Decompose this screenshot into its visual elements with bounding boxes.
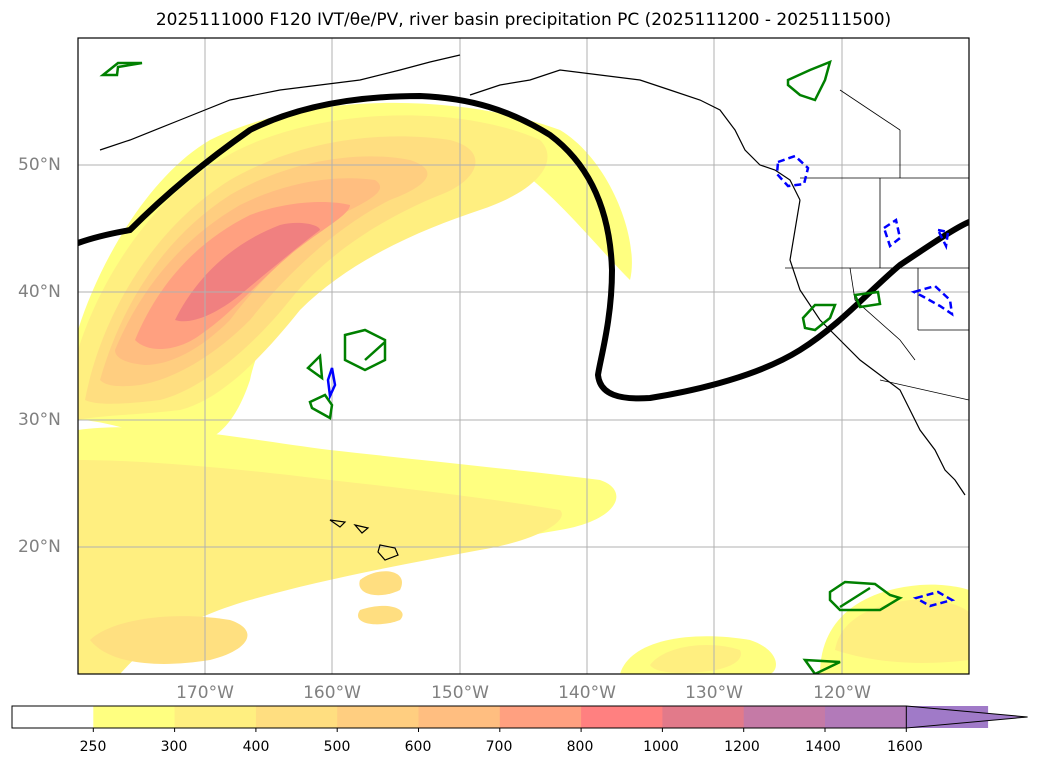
colorbar-segment [581,706,663,728]
colorbar-tick-label: 800 [566,739,594,755]
colorbar-segment [255,706,338,728]
colorbar-segment [499,706,582,728]
colorbar-tick-label: 1200 [724,739,760,755]
political-borders [785,89,969,401]
lat-label-50n: 50°N [18,155,61,175]
lon-label-140w: 140°W [558,683,616,703]
lon-label-160w: 160°W [303,683,361,703]
lon-label-120w: 120°W [813,683,871,703]
colorbar-segment [825,706,907,728]
lon-label-150w: 150°W [431,683,489,703]
ivt-shading-north [78,102,632,674]
lon-label-130w: 130°W [685,683,743,703]
colorbar-tick-label: 1000 [643,739,679,755]
colorbar-tick-label: 500 [323,739,351,755]
chart-title: 2025111000 F120 IVT/θe/PV, river basin p… [155,10,892,30]
lat-label-20n: 20°N [18,537,61,557]
colorbar-segment [337,706,419,728]
colorbar-segment [93,706,176,728]
colorbar-tick-label: 600 [404,739,432,755]
ivt-shading-south [78,427,969,674]
colorbar-segment [174,706,257,728]
colorbar-tick-label: 250 [79,739,107,755]
colorbar-outline [11,705,907,729]
colorbar-tick-label: 400 [242,739,270,755]
map-frame [77,37,970,675]
colorbar-tick-label: 300 [160,739,188,755]
coastlines [99,54,966,561]
colorbar-tick-label: 1600 [887,739,923,755]
colorbar-tick-label: 700 [485,739,513,755]
colorbar-segment [12,706,94,728]
lon-label-170w: 170°W [176,683,234,703]
lat-label-30n: 30°N [18,410,61,430]
precip-negative-solid [326,367,337,401]
colorbar-segment [662,706,745,728]
map-area [78,38,969,674]
colorbar-segment [743,706,826,728]
precip-negative-contours [775,154,956,608]
colorbar-extend-arrow [905,705,1028,729]
colorbar-segment [418,706,501,728]
colorbar-tick-label: 1400 [805,739,841,755]
precip-positive-contours [99,59,904,674]
map-gridlines [78,38,969,674]
lat-label-40n: 40°N [18,282,61,302]
thick-contour-line [78,92,969,402]
colorbar [11,705,1028,732]
